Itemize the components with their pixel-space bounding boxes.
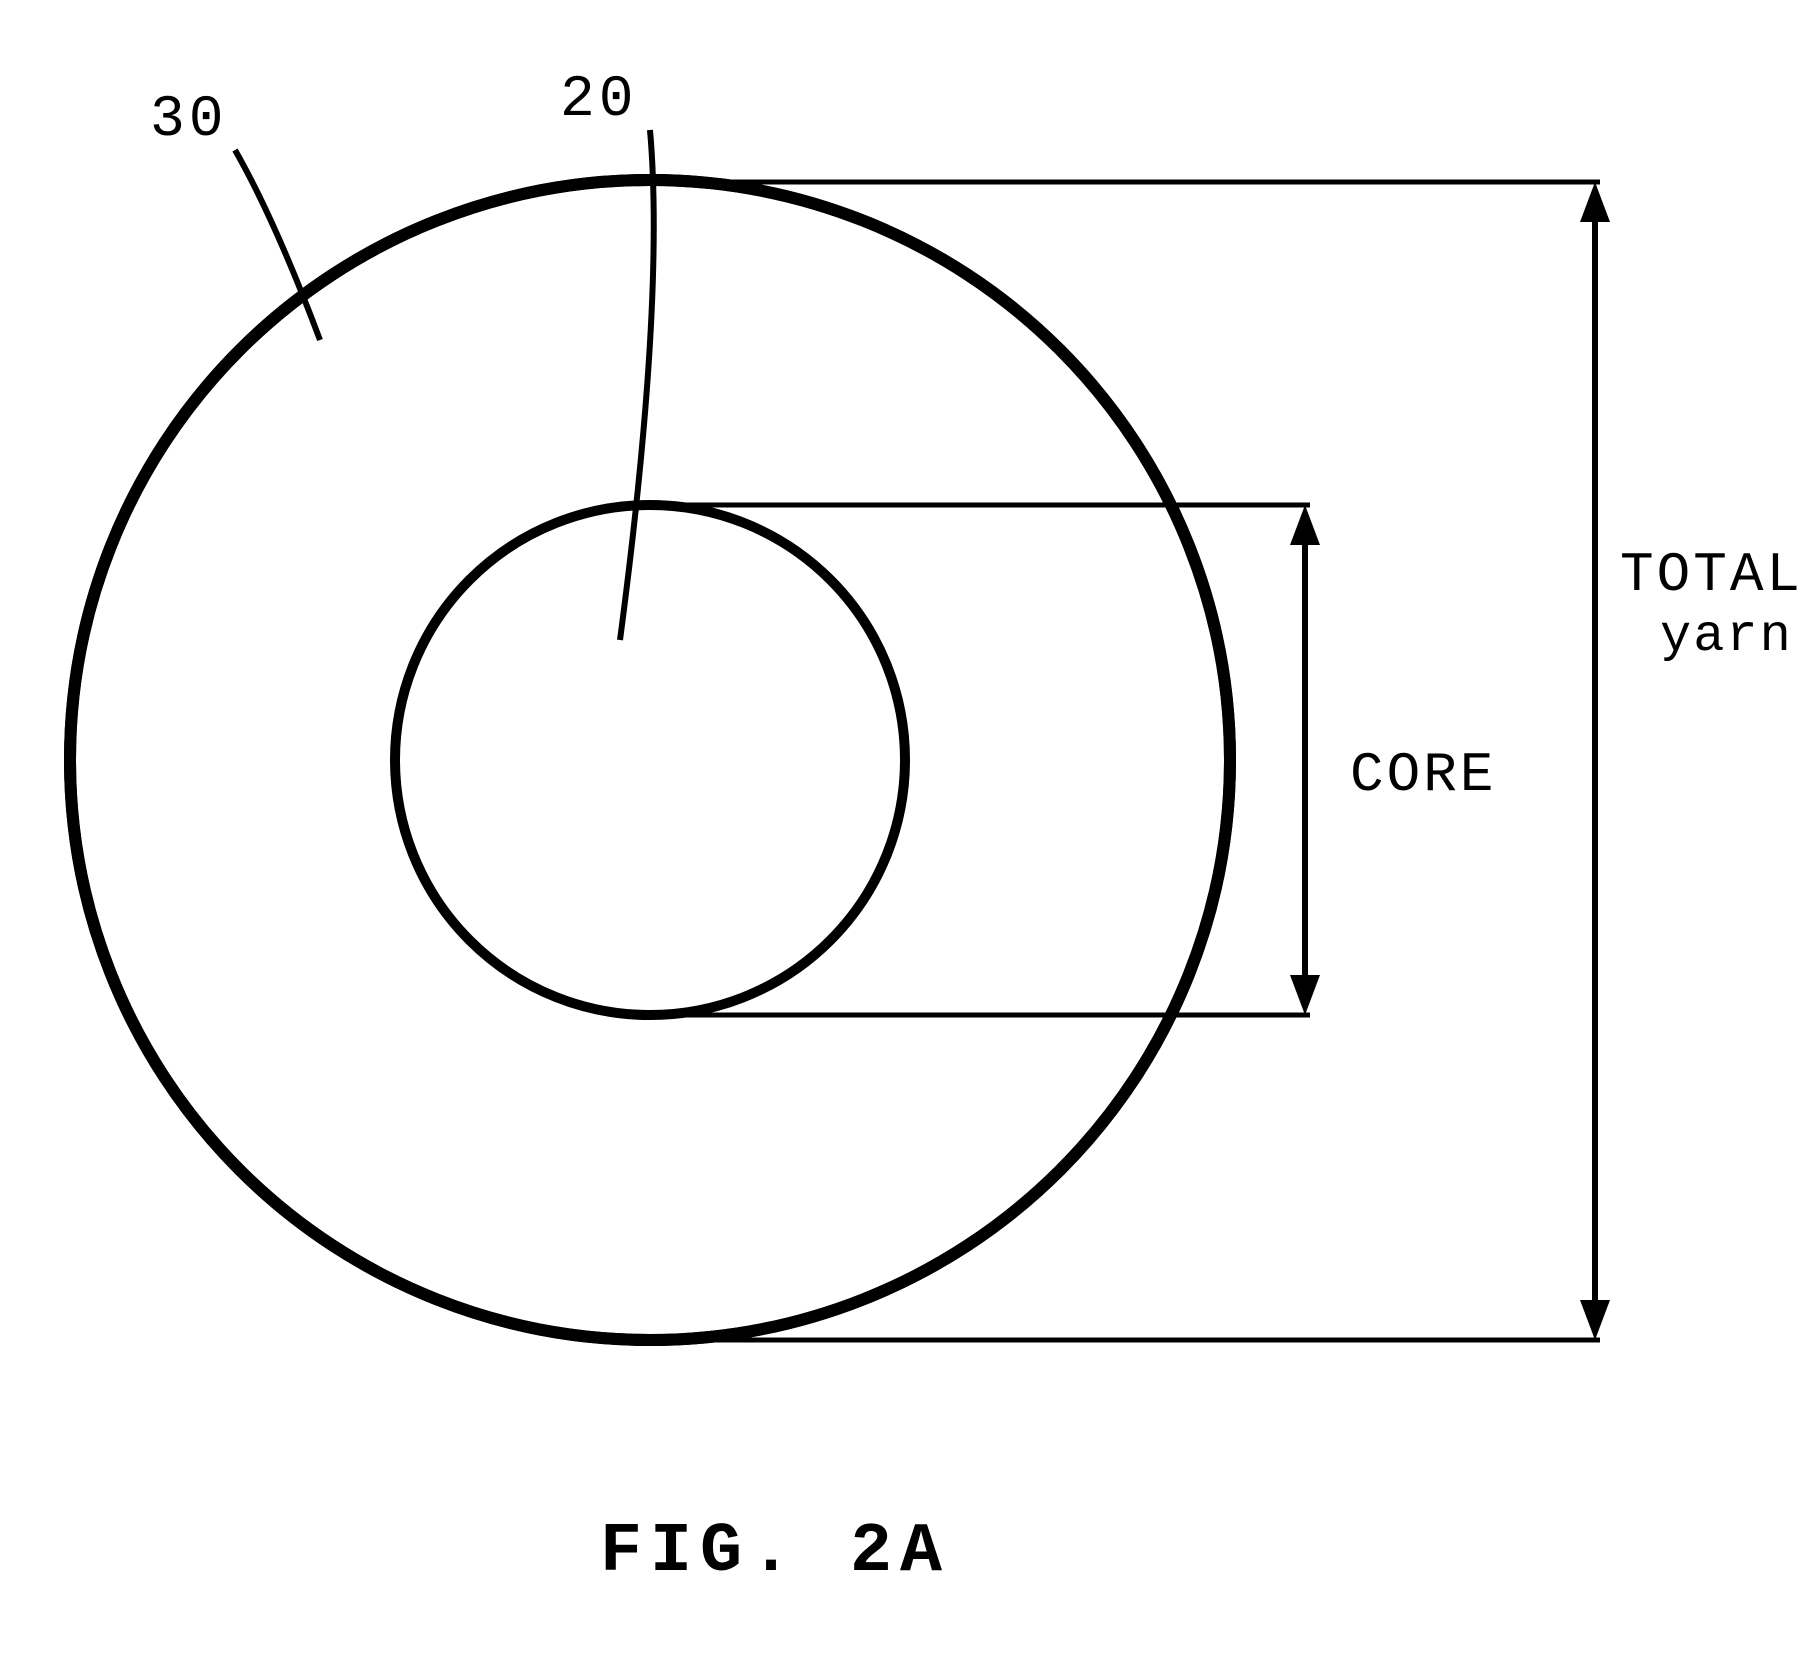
core-arrow-bottom (1290, 975, 1320, 1015)
total-arrow-top (1580, 182, 1610, 222)
total-arrow-bottom (1580, 1300, 1610, 1340)
leader-20 (620, 130, 654, 640)
figure-label: FIG. 2A (600, 1513, 950, 1592)
ref-30-label: 30 (150, 88, 228, 153)
total-label-line1: TOTAL (1620, 543, 1803, 607)
diagram-svg: 30 20 CORE TOTAL yarn FIG. 2A (0, 0, 1814, 1660)
ref-20-label: 20 (560, 68, 638, 133)
inner-circle (395, 505, 905, 1015)
core-label: CORE (1350, 743, 1496, 807)
core-arrow-top (1290, 505, 1320, 545)
total-label-line2: yarn (1660, 607, 1793, 666)
